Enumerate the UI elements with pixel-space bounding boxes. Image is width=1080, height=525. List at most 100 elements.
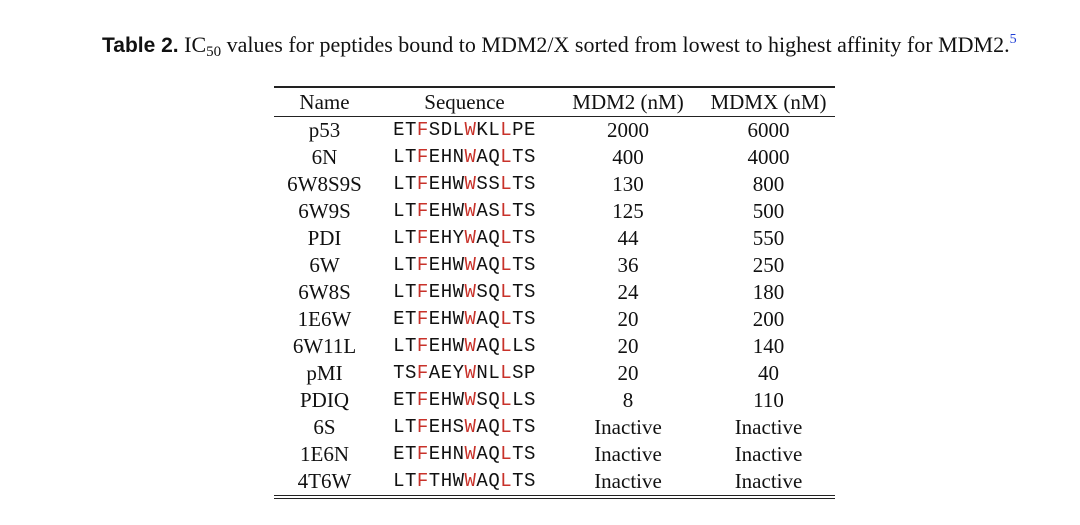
mdm2-value: 44 <box>617 226 639 250</box>
residue: E <box>428 389 441 411</box>
highlighted-residue: W <box>464 443 477 465</box>
residue: E <box>428 335 441 357</box>
residue: T <box>404 443 417 465</box>
table-row: 4T6W LTFTHWWAQLTS Inactive Inactive <box>274 468 835 497</box>
residue: T <box>404 335 417 357</box>
highlighted-residue: L <box>500 416 513 438</box>
residue: H <box>440 146 453 168</box>
residue: P <box>512 119 525 141</box>
highlighted-residue: F <box>416 389 429 411</box>
table-row: p53 ETFSDLWKLLPE 2000 6000 <box>274 117 835 145</box>
residue: S <box>452 416 465 438</box>
table-row: 6N LTFEHNWAQLTS 400 4000 <box>274 144 835 171</box>
residue: Q <box>488 308 501 330</box>
highlighted-residue: F <box>416 119 429 141</box>
residue: T <box>512 470 525 492</box>
highlighted-residue: L <box>500 389 513 411</box>
residue: E <box>440 362 453 384</box>
residue: H <box>440 443 453 465</box>
highlighted-residue: W <box>464 416 477 438</box>
ic-abbrev: IC <box>184 32 207 57</box>
residue: T <box>512 281 525 303</box>
residue: S <box>524 416 536 438</box>
residue: A <box>476 335 489 357</box>
residue: T <box>404 227 417 249</box>
highlighted-residue: W <box>464 173 477 195</box>
peptide-name: 1E6W <box>297 307 352 331</box>
mdmx-value: 200 <box>752 307 785 331</box>
highlighted-residue: F <box>416 443 429 465</box>
residue: S <box>524 443 536 465</box>
highlighted-residue: F <box>416 200 429 222</box>
mdmx-value: Inactive <box>734 442 803 466</box>
highlighted-residue: W <box>464 389 477 411</box>
residue: E <box>428 200 441 222</box>
peptide-sequence: LTFEHWWASLTS <box>375 198 554 225</box>
peptide-name: p53 <box>308 118 341 142</box>
mdm2-value: 20 <box>617 361 639 385</box>
peptide-name: 6W8S9S <box>287 172 362 196</box>
residue: E <box>428 281 441 303</box>
residue: L <box>488 362 501 384</box>
highlighted-residue: F <box>416 254 429 276</box>
mdmx-value: 40 <box>758 361 779 385</box>
residue: P <box>524 362 536 384</box>
peptide-sequence: LTFEHWWSSLTS <box>375 171 554 198</box>
residue: E <box>428 308 441 330</box>
residue: W <box>452 470 465 492</box>
residue: L <box>452 119 465 141</box>
highlighted-residue: L <box>500 227 513 249</box>
residue: N <box>452 146 465 168</box>
peptide-name: PDI <box>307 226 342 250</box>
mdmx-value: 250 <box>752 253 785 277</box>
highlighted-residue: F <box>416 308 429 330</box>
highlighted-residue: W <box>464 119 477 141</box>
residue: E <box>393 308 405 330</box>
residue: E <box>428 173 441 195</box>
peptide-sequence: ETFEHNWAQLTS <box>375 441 554 468</box>
peptide-sequence: TSFAEYWNLLSP <box>375 360 554 387</box>
peptide-name: 6W <box>309 253 340 277</box>
residue: T <box>404 146 417 168</box>
mdmx-value: 180 <box>752 280 785 304</box>
mdm2-value: 2000 <box>607 118 649 142</box>
residue: E <box>428 227 441 249</box>
residue: T <box>404 308 417 330</box>
mdm2-value: Inactive <box>594 415 662 439</box>
table-row: 6W11L LTFEHWWAQLLS 20 140 <box>274 333 835 360</box>
residue: S <box>428 119 441 141</box>
peptide-sequence: LTFEHWWSQLTS <box>375 279 554 306</box>
mdm2-value: Inactive <box>594 442 662 466</box>
mdmx-value: Inactive <box>734 469 803 493</box>
col-header-mdm2: MDM2 (nM) <box>554 87 702 117</box>
residue: A <box>476 200 489 222</box>
residue: S <box>524 254 536 276</box>
peptide-name: 6W11L <box>292 334 357 358</box>
table-row: 6W LTFEHWWAQLTS 36 250 <box>274 252 835 279</box>
residue: S <box>524 389 536 411</box>
mdmx-value: 110 <box>753 388 784 412</box>
highlighted-residue: W <box>464 281 477 303</box>
residue: T <box>404 389 417 411</box>
residue: E <box>428 254 441 276</box>
residue: E <box>393 119 405 141</box>
highlighted-residue: F <box>416 470 429 492</box>
peptide-sequence: LTFTHWWAQLTS <box>375 468 554 497</box>
residue: E <box>524 119 536 141</box>
residue: H <box>440 389 453 411</box>
residue: L <box>488 119 501 141</box>
residue: T <box>404 416 417 438</box>
reference-link[interactable]: 5 <box>1009 32 1017 47</box>
peptide-sequence: LTFEHSWAQLTS <box>375 414 554 441</box>
residue: A <box>476 416 489 438</box>
residue: S <box>488 200 501 222</box>
highlighted-residue: L <box>500 173 513 195</box>
highlighted-residue: L <box>500 362 513 384</box>
residue: E <box>428 416 441 438</box>
residue: S <box>488 173 501 195</box>
residue: E <box>393 443 405 465</box>
highlighted-residue: F <box>416 335 429 357</box>
highlighted-residue: F <box>416 146 429 168</box>
highlighted-residue: L <box>500 119 513 141</box>
residue: E <box>393 389 405 411</box>
